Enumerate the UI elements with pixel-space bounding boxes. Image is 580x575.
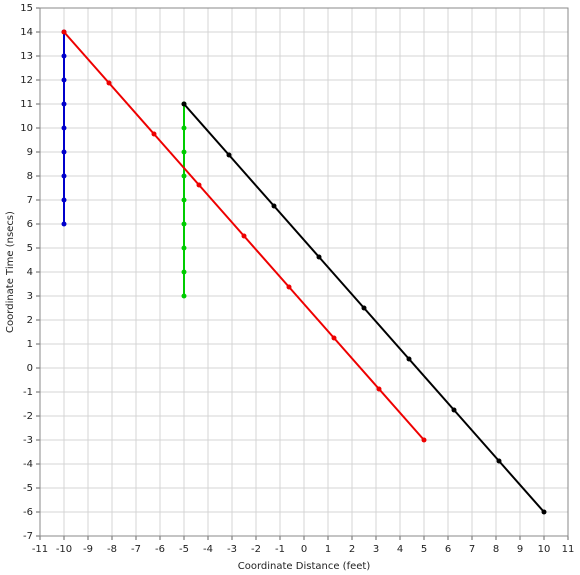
point <box>181 245 187 251</box>
y-tick-label: 14 <box>20 27 33 38</box>
point <box>271 203 277 209</box>
x-tick-label: -2 <box>251 544 261 555</box>
point <box>316 254 322 260</box>
x-tick-label: 2 <box>349 544 355 555</box>
y-tick-label: 10 <box>20 123 33 134</box>
x-tick-label: -9 <box>83 544 93 555</box>
y-tick-label: 11 <box>20 99 33 110</box>
point <box>181 197 187 203</box>
point <box>196 182 202 188</box>
x-tick-label: 6 <box>445 544 451 555</box>
point <box>61 29 67 35</box>
point <box>61 221 67 227</box>
y-tick-label: -7 <box>23 531 33 542</box>
x-tick-label: -8 <box>107 544 117 555</box>
x-tick-label: 9 <box>517 544 523 555</box>
y-tick-label: 4 <box>27 267 33 278</box>
point <box>361 305 367 311</box>
point <box>106 80 112 86</box>
point <box>181 101 187 107</box>
point <box>61 53 67 59</box>
point <box>241 233 247 239</box>
point <box>451 407 457 413</box>
point <box>151 131 157 137</box>
x-tick-label: 5 <box>421 544 427 555</box>
y-tick-label: 15 <box>20 3 33 14</box>
x-tick-label: 11 <box>562 544 575 555</box>
y-tick-label: -2 <box>23 411 33 422</box>
y-axis-title: Coordinate Time (nsecs) <box>5 211 16 333</box>
point <box>376 386 382 392</box>
x-tick-label: 8 <box>493 544 499 555</box>
y-tick-label: 5 <box>27 243 33 254</box>
x-tick-label: -1 <box>275 544 285 555</box>
y-tick-label: 9 <box>27 147 33 158</box>
point <box>541 509 547 515</box>
point <box>61 149 67 155</box>
point <box>61 197 67 203</box>
y-tick-label: 8 <box>27 171 33 182</box>
point <box>181 149 187 155</box>
point <box>406 356 412 362</box>
x-tick-label: -10 <box>56 544 72 555</box>
y-tick-label: -3 <box>23 435 33 446</box>
x-tick-label: 1 <box>325 544 331 555</box>
x-tick-label: -4 <box>203 544 213 555</box>
x-tick-label: -5 <box>179 544 189 555</box>
x-axis-title: Coordinate Distance (feet) <box>238 561 371 572</box>
point <box>181 269 187 275</box>
point <box>61 101 67 107</box>
y-tick-label: 13 <box>20 51 33 62</box>
y-tick-label: -4 <box>23 459 33 470</box>
x-tick-label: -11 <box>32 544 48 555</box>
point <box>496 458 502 464</box>
x-tick-label: -3 <box>227 544 237 555</box>
y-tick-label: 2 <box>27 315 33 326</box>
point <box>181 221 187 227</box>
y-tick-label: 6 <box>27 219 33 230</box>
y-tick-label: -1 <box>23 387 33 398</box>
x-tick-label: 4 <box>397 544 403 555</box>
point <box>61 125 67 131</box>
point <box>181 125 187 131</box>
x-tick-label: 7 <box>469 544 475 555</box>
plot-border <box>39 7 569 537</box>
x-tick-label: -6 <box>155 544 165 555</box>
point <box>181 293 187 299</box>
x-tick-label: -7 <box>131 544 141 555</box>
x-tick-label: 3 <box>373 544 379 555</box>
y-tick-label: -6 <box>23 507 33 518</box>
y-tick-label: 0 <box>27 363 33 374</box>
x-tick-label: 10 <box>538 544 551 555</box>
x-tick-label: 0 <box>301 544 307 555</box>
y-tick-label: 3 <box>27 291 33 302</box>
y-tick-label: 7 <box>27 195 33 206</box>
y-tick-label: 1 <box>27 339 33 350</box>
point <box>181 173 187 179</box>
point <box>61 173 67 179</box>
point <box>331 335 337 341</box>
y-tick-label: 12 <box>20 75 33 86</box>
point <box>61 77 67 83</box>
point <box>421 437 427 443</box>
point <box>226 152 232 158</box>
y-tick-label: -5 <box>23 483 33 494</box>
point <box>286 284 292 290</box>
